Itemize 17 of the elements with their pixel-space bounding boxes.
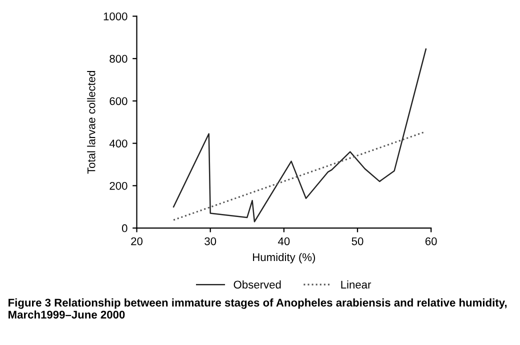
legend-label: Observed [234,280,281,289]
y-tick-label: 0 [122,224,128,232]
y-tick-label: 600 [110,97,128,106]
x-tick-label: 30 [204,237,216,246]
x-tick-label: 60 [425,237,437,246]
y-tick-label: 800 [110,54,128,63]
x-tick-label: 20 [131,237,143,246]
x-axis-title: Humidity (%) [253,252,316,264]
y-tick-label: 1000 [104,12,128,20]
y-tick-label: 200 [110,182,128,190]
y-tick-label: 400 [109,140,128,148]
x-tick-label: 40 [278,237,290,246]
legend-label: Linear [341,280,372,289]
x-tick-label: 50 [352,237,364,246]
caption: Figure 3 Relationship between immature stages of Anopheles arabiensis and relative humidity, March1999–June 2000 [8,298,507,319]
y-axis-title: Total larvae collected [87,70,96,174]
line-series [172,48,427,222]
